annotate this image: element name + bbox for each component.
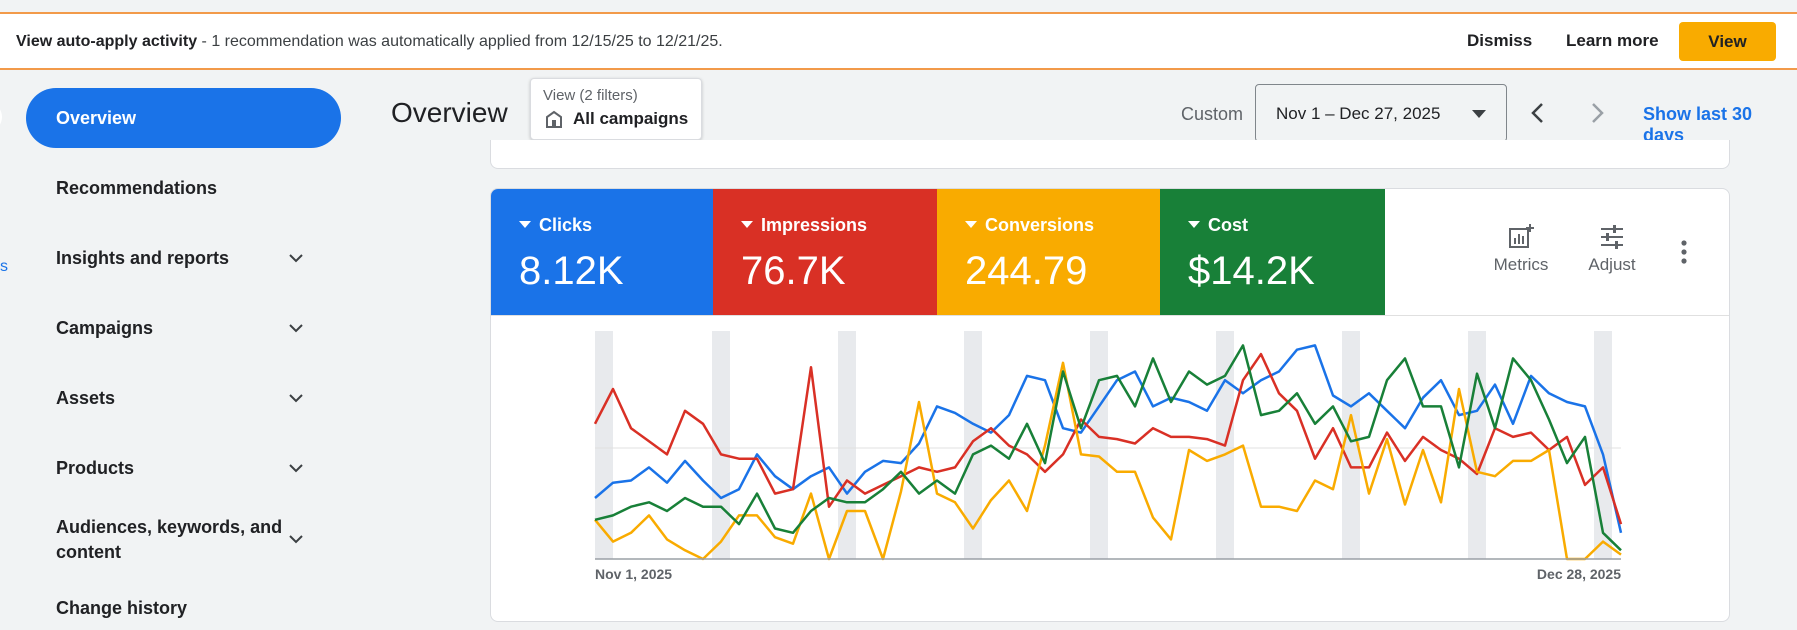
weekend-band (964, 331, 982, 559)
previous-period-icon[interactable] (1528, 101, 1548, 125)
sidebar-item-insights-and-reports[interactable]: Insights and reports (56, 248, 346, 269)
sidebar-item-label: Products (56, 458, 135, 478)
chevron-down-icon[interactable] (286, 318, 306, 338)
banner-detail: - 1 recommendation was automatically app… (197, 33, 723, 50)
next-period-icon[interactable] (1587, 101, 1607, 125)
collapsed-nav-text[interactable]: s (0, 258, 8, 275)
series-line-impressions[interactable] (593, 352, 1623, 525)
sidebar-item-change-history[interactable]: Change history (56, 598, 346, 619)
caret-down-icon (1472, 110, 1486, 118)
metrics-label: Metrics (1493, 255, 1549, 274)
metric-tile-clicks[interactable]: Clicks 8.12K (491, 189, 713, 315)
sidebar-item-label: Change history (56, 598, 188, 618)
building-icon (546, 110, 562, 128)
weekend-band (1090, 331, 1108, 559)
card-divider (491, 315, 1729, 316)
add-chart-icon (1509, 224, 1534, 248)
sidebar-item-campaigns[interactable]: Campaigns (56, 318, 346, 339)
x-end-label: Dec 28, 2025 (1537, 566, 1621, 582)
sidebar-item-products[interactable]: Products (56, 458, 346, 479)
metric-tile-impressions[interactable]: Impressions 76.7K (713, 189, 937, 315)
dropdown-icon (741, 220, 753, 228)
weekend-band (712, 331, 730, 559)
metric-name: Cost (1188, 215, 1248, 236)
sidebar-item-audiences[interactable]: Audiences, keywords, and content (56, 515, 346, 565)
previous-card-edge (490, 140, 1730, 169)
chevron-down-icon[interactable] (286, 458, 306, 478)
sidebar-item-overview[interactable]: Overview (26, 88, 341, 148)
filter-value: All campaigns (573, 109, 689, 128)
series-line-clicks[interactable] (594, 344, 1623, 534)
series-line-conversions[interactable] (594, 361, 1622, 561)
dismiss-button[interactable]: Dismiss (1467, 31, 1533, 50)
dropdown-icon (1188, 220, 1200, 228)
page-title: Overview (391, 97, 508, 128)
sidebar-item-label: Recommendations (56, 178, 218, 198)
performance-line-chart[interactable]: Nov 1, 2025 Dec 28, 2025 (491, 189, 1729, 621)
adjust-button[interactable]: Adjust (1572, 223, 1652, 275)
weekend-band (595, 331, 613, 559)
metric-value: 76.7K (741, 249, 846, 293)
performance-card: Clicks 8.12K Impressions 76.7K Conversio… (490, 188, 1730, 622)
sidebar-item-label: Campaigns (56, 318, 154, 338)
sidebar-item-label: Audiences, keywords, and (56, 517, 283, 537)
banner-message: View auto-apply activity - 1 recommendat… (16, 33, 723, 51)
date-range-value: Nov 1 – Dec 27, 2025 (1276, 104, 1441, 123)
adjust-label: Adjust (1588, 255, 1636, 274)
date-mode-label: Custom (1181, 104, 1244, 124)
learn-more-button[interactable]: Learn more (1566, 31, 1659, 50)
more-options-icon[interactable] (1681, 240, 1687, 264)
chevron-down-icon[interactable] (286, 248, 306, 268)
metric-tile-cost[interactable]: Cost $14.2K (1160, 189, 1385, 315)
dropdown-icon (519, 220, 531, 228)
metric-label: Cost (1208, 215, 1248, 235)
series-line-cost[interactable] (594, 344, 1622, 552)
weekend-band (1342, 331, 1360, 559)
date-range-select[interactable]: Nov 1 – Dec 27, 2025 (1255, 84, 1507, 142)
collapsed-nav-button[interactable] (0, 104, 2, 130)
sidebar-item-label: Insights and reports (56, 248, 230, 268)
sidebar-item-assets[interactable]: Assets (56, 388, 346, 409)
metric-name: Impressions (741, 215, 867, 236)
filter-label: View (2 filters) (543, 87, 638, 104)
sidebar-item-label-line2: content (56, 542, 121, 562)
sidebar-item-label: Overview (56, 108, 137, 128)
chevron-down-icon[interactable] (286, 388, 306, 408)
metric-value: $14.2K (1188, 249, 1315, 293)
metric-value: 8.12K (519, 249, 624, 293)
metric-label: Clicks (539, 215, 593, 235)
x-start-label: Nov 1, 2025 (595, 566, 672, 582)
weekend-band (1594, 331, 1612, 559)
dropdown-icon (965, 220, 977, 228)
metric-value: 244.79 (965, 249, 1088, 293)
auto-apply-banner: View auto-apply activity - 1 recommendat… (0, 12, 1797, 70)
metric-tile-conversions[interactable]: Conversions 244.79 (937, 189, 1160, 315)
metric-name: Clicks (519, 215, 592, 236)
metric-label: Conversions (985, 215, 1095, 235)
view-activity-button[interactable]: View (1679, 22, 1776, 61)
metrics-button[interactable]: Metrics (1481, 223, 1561, 275)
tune-icon (1601, 225, 1623, 249)
chevron-down-icon[interactable] (286, 529, 306, 549)
metric-name: Conversions (965, 215, 1094, 236)
sidebar-item-label: Assets (56, 388, 116, 408)
campaign-filter-button[interactable]: View (2 filters) All campaigns (530, 78, 702, 140)
sidebar-item-recommendations[interactable]: Recommendations (56, 178, 346, 199)
banner-title: View auto-apply activity (16, 33, 198, 50)
metric-label: Impressions (761, 215, 868, 235)
